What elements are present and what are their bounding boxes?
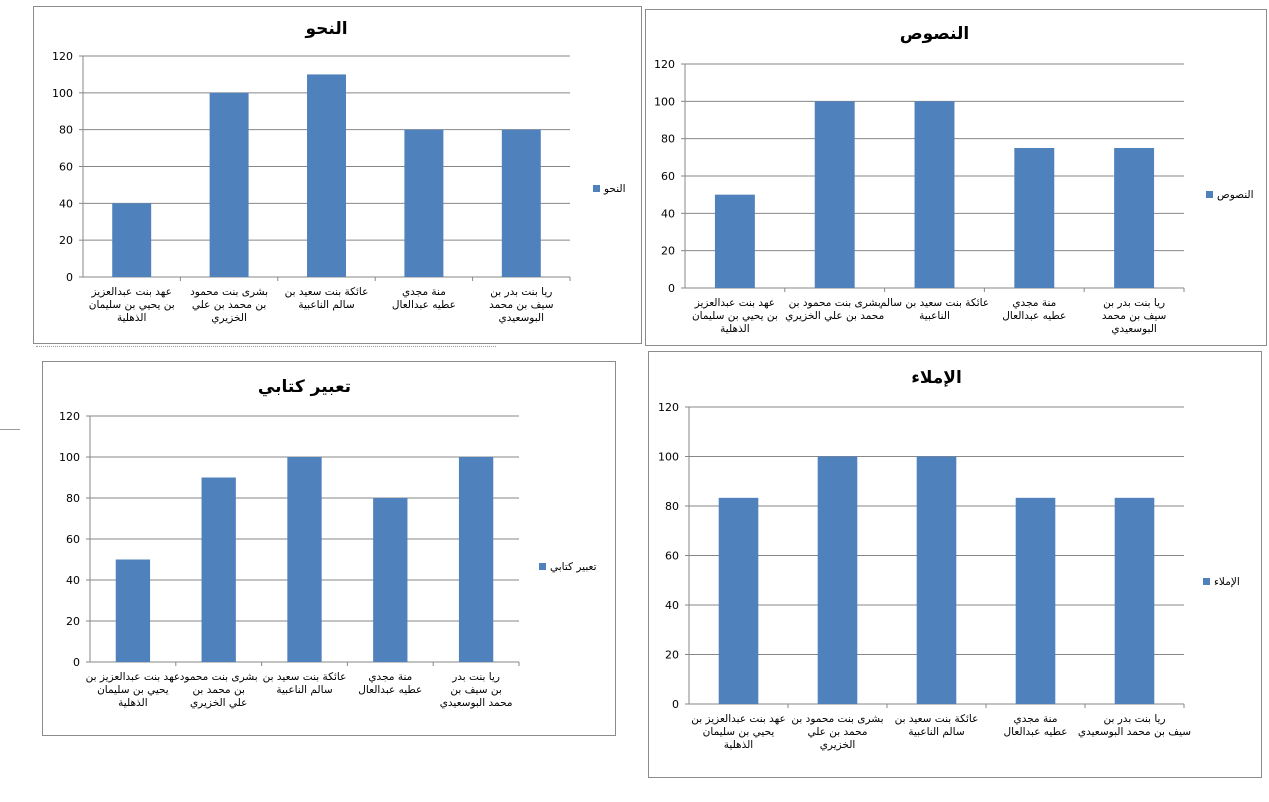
chart-panel-nusus[interactable]: النصوص 0 20 40 60 80 100 120 عهد بنت عبدالعزيز بن… <box>645 9 1267 346</box>
bar[interactable] <box>373 498 408 662</box>
chart-svg-imlaa: الإملاء 0 20 40 60 80 100 120 عهد بنت عبدالعزيز … <box>658 368 1240 751</box>
y-tick-label: 80 <box>66 492 80 505</box>
bar[interactable] <box>307 74 346 278</box>
x-tick-label: منة مجدي عطيه عبدالعال <box>358 671 422 696</box>
y-tick-label: 120 <box>654 58 675 71</box>
x-tick-label: عهد بنت عبدالعزيز بن يحيي بن سليمان الذهلي… <box>692 297 778 335</box>
bar[interactable] <box>714 194 755 288</box>
bar[interactable] <box>287 457 322 662</box>
y-tick-label: 0 <box>672 698 679 711</box>
bar[interactable] <box>501 129 541 277</box>
y-tick-label: 20 <box>661 245 675 258</box>
y-tick-label: 80 <box>665 500 679 513</box>
y-tick-label: 40 <box>661 207 675 220</box>
legend-swatch <box>593 185 600 192</box>
legend-label: النصوص <box>1217 189 1254 201</box>
y-tick-label: 40 <box>66 574 80 587</box>
x-tick-label: بشرى بنت محمود بن محمد بن علي الخزيري <box>180 671 258 709</box>
legend-swatch <box>1203 578 1210 585</box>
bar[interactable] <box>115 559 151 663</box>
y-tick-label: 80 <box>661 133 675 146</box>
chart-title: الإملاء <box>911 368 962 388</box>
y-tick-label: 100 <box>658 451 679 464</box>
x-tick-label: ريا بنت بدر بن سيف بن محمد البوسعيدي <box>489 286 553 324</box>
y-tick-label: 60 <box>59 161 73 174</box>
x-tick-label: عائكة بنت سعيد بن سالم الناعبية <box>285 286 369 311</box>
bar[interactable] <box>914 101 955 288</box>
x-tick-label: منة مجدي عطيه عبدالعال <box>392 286 456 311</box>
y-tick-label: 0 <box>66 271 73 284</box>
chart-title: النحو <box>304 19 347 39</box>
x-tick-label: ريا بنت بدر بن سيف بن محمد البوسعيدي <box>440 671 513 709</box>
y-tick-label: 120 <box>52 50 73 63</box>
y-tick-label: 60 <box>661 170 675 183</box>
legend-label: النحو <box>603 183 626 195</box>
y-tick-label: 100 <box>52 87 73 100</box>
y-tick-label: 120 <box>59 410 80 423</box>
chart-title: تعبير كتابي <box>258 377 351 397</box>
y-tick-label: 60 <box>66 533 80 546</box>
chart-svg-nusus: النصوص 0 20 40 60 80 100 120 عهد بنت عبدالعزيز بن… <box>654 24 1254 335</box>
legend-swatch <box>1206 191 1213 198</box>
y-tick-label: 100 <box>654 95 675 108</box>
x-tick-label: عائكة بنت سعيد بن سالم الناعبية <box>895 713 979 738</box>
x-tick-label: عهد بنت عبدالعزيز بن يحيي بن سليمان الذهلي… <box>86 671 181 709</box>
y-tick-label: 80 <box>59 124 73 137</box>
bar[interactable] <box>1114 148 1155 288</box>
bar[interactable] <box>112 203 152 277</box>
x-tick-label: ريا بنت بدر بن سيف بن محمد البوسعيدي <box>1102 297 1166 335</box>
page-dotted-line <box>36 346 496 347</box>
y-tick-label: 20 <box>66 615 80 628</box>
x-tick-label: بشرى بنت محمود بن محمد بن علي الخزيري <box>791 713 883 751</box>
chart-panel-tabeer[interactable]: تعبير كتابي 0 20 40 60 80 100 120 عهد بنت عبدالع… <box>42 361 616 736</box>
bar[interactable] <box>1114 497 1155 704</box>
x-tick-label: عهد بنت عبدالعزيز بن يحيي بن سليمان الذهلي… <box>89 286 175 324</box>
x-tick-label: عائكة بنت سعيد بن سالم الناعبية <box>880 297 989 322</box>
y-tick-label: 60 <box>665 550 679 563</box>
y-tick-label: 20 <box>665 649 679 662</box>
y-tick-label: 100 <box>59 451 80 464</box>
bar[interactable] <box>817 456 858 705</box>
bar[interactable] <box>458 457 494 662</box>
x-tick-label: عائكة بنت سعيد بن سالم الناعبية <box>263 671 347 696</box>
page-divider-line <box>0 429 20 430</box>
bar[interactable] <box>916 456 957 705</box>
legend-swatch <box>539 563 546 570</box>
chart-panel-imlaa[interactable]: الإملاء 0 20 40 60 80 100 120 عهد بنت عبدالعزيز … <box>648 351 1262 778</box>
chart-title: النصوص <box>900 24 969 44</box>
bar[interactable] <box>201 477 236 663</box>
y-tick-label: 20 <box>59 234 73 247</box>
bar[interactable] <box>1015 497 1056 704</box>
x-tick-label: منة مجدي عطيه عبدالعال <box>1004 713 1068 738</box>
bar[interactable] <box>718 497 759 704</box>
legend-label: تعبير كتابي <box>550 561 597 573</box>
chart-svg-tabeer: تعبير كتابي 0 20 40 60 80 100 120 عهد بنت عبدالع… <box>59 377 597 709</box>
y-tick-label: 0 <box>73 656 80 669</box>
y-tick-label: 40 <box>665 599 679 612</box>
bar[interactable] <box>404 129 444 277</box>
bar[interactable] <box>1014 148 1055 288</box>
chart-panel-nahw[interactable]: النحو 0 20 40 60 80 100 120 عهد بنت عبدالعزيز بن … <box>33 6 642 344</box>
x-tick-label: بشرى بنت محمود بن محمد بن علي الخزيري <box>190 286 268 324</box>
x-tick-label: منة مجدي عطيه عبدالعال <box>1002 297 1066 322</box>
bar[interactable] <box>814 101 855 288</box>
y-tick-label: 40 <box>59 197 73 210</box>
legend-label: الإملاء <box>1214 576 1240 588</box>
x-tick-label: ريا بنت بدر بن سيف بن محمد البوسعيدي <box>1078 713 1191 738</box>
bar[interactable] <box>209 92 249 277</box>
x-tick-label: عهد بنت عبدالعزيز بن يحيي بن سليمان الذهلي… <box>691 713 786 751</box>
y-tick-label: 120 <box>658 401 679 414</box>
y-tick-label: 0 <box>668 282 675 295</box>
x-tick-label: بشرى بنت محمود بن محمد بن علي الخزيري <box>785 297 884 322</box>
chart-svg-nahw: النحو 0 20 40 60 80 100 120 عهد بنت عبدالعزيز بن … <box>52 19 626 324</box>
